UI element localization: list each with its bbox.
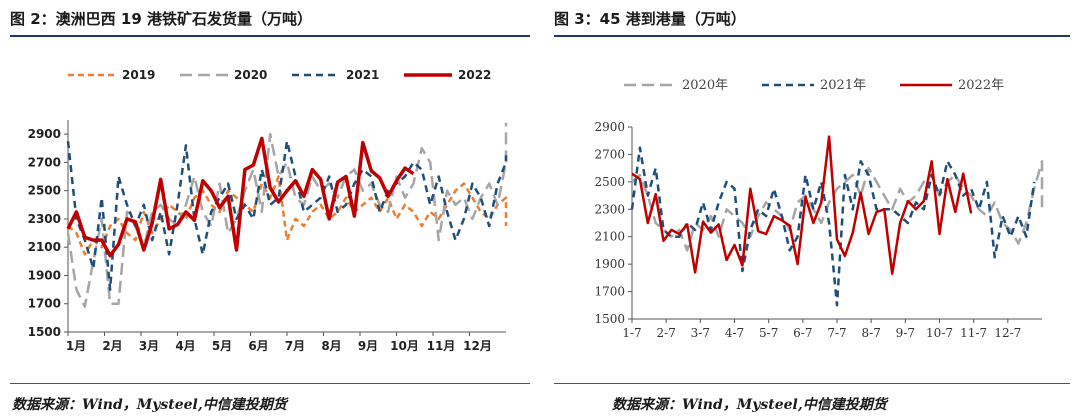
right-legend-label: 2022年 [958, 78, 1004, 93]
right-x-tick-label: 4-7 [725, 326, 744, 340]
right-y-tick-label: 2900 [594, 120, 625, 134]
left-x-tick-label: 12月 [463, 339, 492, 353]
left-chart-panel: 图 2：澳洲巴西 19 港铁矿石发货量（万吨） 1500 1700 1900 2100… [10, 10, 530, 413]
left-x-tick-label: 7月 [285, 339, 305, 353]
left-y-tick-label: 2700 [28, 155, 61, 169]
left-y-tick-label: 2100 [28, 240, 61, 254]
left-y-tick-label: 2900 [28, 127, 61, 141]
right-y-tick-label: 1900 [594, 257, 625, 271]
right-x-tick-label: 10-7 [926, 326, 953, 340]
left-x-tick-label: 2月 [102, 339, 122, 353]
left-legend-label: 2022 [458, 68, 491, 82]
left-x-tick-label: 9月 [358, 339, 378, 353]
right-x-tick-label: 11-7 [960, 326, 987, 340]
left-legend-label: 2020 [234, 68, 267, 82]
right-source-note: 数据来源：Wind，Mysteel,中信建投期货 [612, 397, 887, 413]
left-legend-label: 2021 [346, 68, 379, 82]
left-x-tick-label: 5月 [212, 339, 232, 353]
right-y-tick-label: 2100 [594, 230, 625, 244]
left-x-tick-label: 10月 [390, 339, 419, 353]
right-line-chart: 1500 1700 1900 2100 2300 2500 2700 2900 1-7 2-7 3-… [594, 78, 1044, 340]
right-x-tick-label: 1-7 [622, 326, 641, 340]
right-legend-label: 2020年 [682, 78, 728, 93]
right-chart-panel: 图 3：45 港到港量（万吨） 1500 1700 1900 2100 2300 2500… [540, 0, 1080, 419]
right-chart-title: 图 3：45 港到港量（万吨） [554, 10, 746, 28]
left-line-chart: 1500 1700 1900 2100 2300 2500 2700 2900 1月 2月 3月 4月… [28, 68, 508, 353]
left-y-tick-label: 2500 [28, 184, 61, 198]
left-x-tick-label: 1月 [66, 339, 86, 353]
left-series-2021-line [66, 139, 508, 291]
left-x-tick-label: 4月 [175, 339, 195, 353]
left-y-tick-label: 2300 [28, 212, 61, 226]
left-series-2019-line [67, 175, 508, 256]
right-y-tick-label: 2700 [594, 147, 625, 161]
right-series-2021年-line [630, 146, 1036, 307]
left-title-rule [10, 35, 530, 37]
right-series-2022年-line [631, 135, 973, 275]
left-x-tick-label: 3月 [139, 339, 159, 353]
right-x-tick-label: 6-7 [793, 326, 812, 340]
right-y-tick-label: 2300 [594, 202, 625, 216]
right-y-tick-label: 2500 [594, 175, 625, 189]
left-source-note: 数据来源：Wind，Mysteel,中信建投期货 [12, 397, 287, 413]
right-x-tick-label: 12-7 [994, 326, 1021, 340]
right-y-tick-label: 1500 [594, 312, 625, 326]
right-x-tick-label: 2-7 [657, 326, 676, 340]
right-source-rule [554, 383, 1070, 384]
right-x-tick-label: 9-7 [896, 326, 915, 340]
right-x-tick-label: 8-7 [862, 326, 881, 340]
left-y-tick-label: 1700 [28, 297, 61, 311]
right-x-tick-label: 5-7 [759, 326, 778, 340]
left-chart-title: 图 2：澳洲巴西 19 港铁矿石发货量（万吨） [10, 10, 312, 28]
right-title-rule [554, 35, 1070, 37]
left-series-2022-line [66, 136, 415, 258]
right-x-tick-label: 7-7 [827, 326, 846, 340]
right-y-tick-label: 1700 [594, 285, 625, 299]
left-x-tick-label: 8月 [321, 339, 341, 353]
left-y-tick-label: 1900 [28, 268, 61, 282]
left-legend-label: 2019 [122, 68, 155, 82]
left-source-rule [10, 383, 530, 384]
left-x-tick-label: 11月 [427, 339, 456, 353]
left-x-tick-label: 6月 [248, 339, 268, 353]
right-x-tick-label: 3-7 [691, 326, 710, 340]
left-y-tick-label: 1500 [28, 325, 61, 339]
right-legend-label: 2021年 [820, 78, 866, 93]
